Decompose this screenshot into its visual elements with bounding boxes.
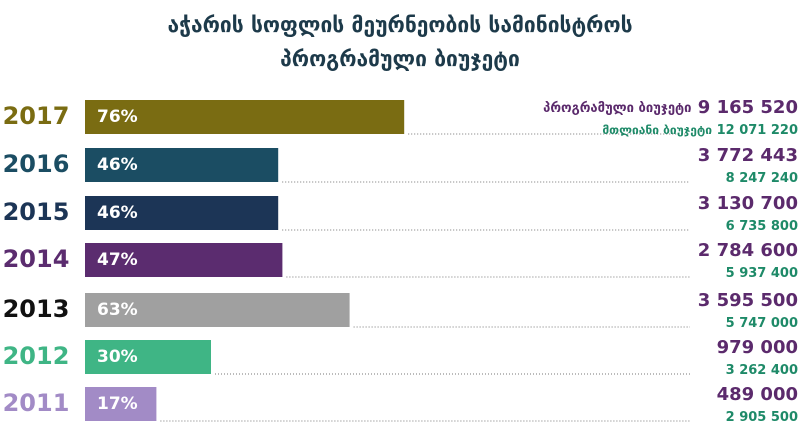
- value-label: 30%: [97, 347, 138, 367]
- budget-label: 5 937 400: [726, 266, 798, 281]
- budget-value: 979 000: [717, 337, 798, 358]
- budget-value: 9 165 520: [698, 97, 798, 118]
- bar: [85, 100, 405, 134]
- series-name: პროგრამული ბიუჯეტი: [543, 101, 691, 116]
- series-name: მთლიანი ბიუჯეტი: [602, 123, 712, 137]
- category-label: 2012: [3, 342, 70, 370]
- budget-label: 2 905 500: [726, 410, 798, 425]
- category-label: 2015: [3, 198, 70, 226]
- budget-label: 489 000: [717, 384, 798, 405]
- category-label: 2017: [3, 102, 70, 130]
- value-label: 46%: [97, 155, 138, 175]
- budget-label: პროგრამული ბიუჯეტი 9 165 520: [543, 97, 798, 118]
- category-label: 2016: [3, 150, 70, 178]
- value-label: 17%: [97, 394, 138, 414]
- budget-value: 8 247 240: [726, 171, 798, 186]
- budget-value: 3 772 443: [698, 145, 798, 166]
- value-label: 76%: [97, 107, 138, 127]
- category-label: 2013: [3, 295, 70, 323]
- value-label: 47%: [97, 250, 138, 270]
- bar: [85, 387, 157, 421]
- budget-label: 979 000: [717, 337, 798, 358]
- bar: [85, 243, 283, 277]
- budget-label: 3 772 443: [698, 145, 798, 166]
- budget-label: 8 247 240: [726, 171, 798, 186]
- budget-value: 489 000: [717, 384, 798, 405]
- category-label: 2011: [3, 389, 70, 417]
- budget-value: 3 595 500: [698, 290, 798, 311]
- budget-value: 3 262 400: [726, 363, 798, 378]
- budget-label: 3 130 700: [698, 193, 798, 214]
- budget-label: 6 735 800: [726, 219, 798, 234]
- budget-value: 5 937 400: [726, 266, 798, 281]
- budget-label: 3 595 500: [698, 290, 798, 311]
- category-label: 2014: [3, 245, 70, 273]
- chart-title: აჭარის სოფლის მეურნეობის სამინისტროს: [167, 13, 632, 37]
- budget-value: 2 784 600: [698, 240, 798, 261]
- bar: [85, 340, 211, 374]
- budget-value: 3 130 700: [698, 193, 798, 214]
- budget-value: 5 747 000: [726, 316, 798, 331]
- budget-label: მთლიანი ბიუჯეტი 12 071 220: [602, 123, 798, 138]
- budget-value: 2 905 500: [726, 410, 798, 425]
- budget-value: 12 071 220: [717, 123, 798, 138]
- value-label: 46%: [97, 203, 138, 223]
- budget-label: 3 262 400: [726, 363, 798, 378]
- budget-label: 2 784 600: [698, 240, 798, 261]
- bar: [85, 196, 279, 230]
- chart-title: პროგრამული ბიუჯეტი: [280, 47, 520, 71]
- value-label: 63%: [97, 300, 138, 320]
- bar: [85, 293, 350, 327]
- budget-label: 5 747 000: [726, 316, 798, 331]
- budget-value: 6 735 800: [726, 219, 798, 234]
- bar: [85, 148, 279, 182]
